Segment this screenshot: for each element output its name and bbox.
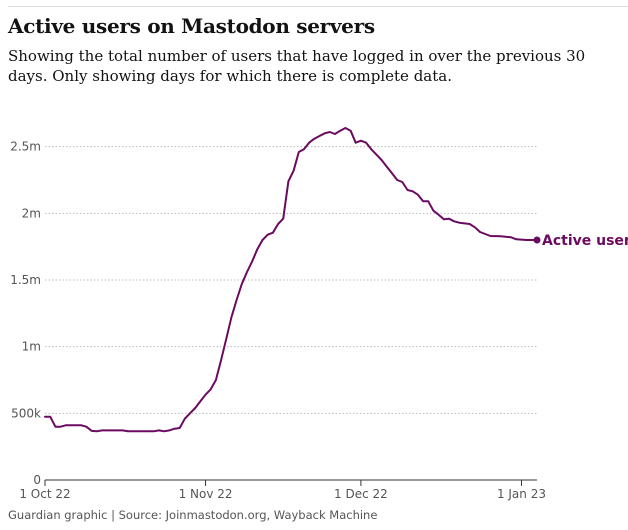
series-end-point [533, 236, 541, 244]
series-line-active-users [44, 127, 538, 433]
y-tick-label: 2.5m [10, 140, 41, 154]
grid-layer [45, 146, 537, 414]
label-layer: Active users [542, 233, 628, 249]
x-tick-label: 1 Oct 22 [19, 487, 70, 501]
x-tick-label: 1 Dec 22 [334, 487, 388, 501]
y-tick-label: 2m [22, 206, 41, 220]
y-tick-label: 1m [22, 340, 41, 354]
source-footer: Guardian graphic | Source: Joinmastodon.… [8, 508, 378, 522]
series-end-label: Active users [542, 233, 628, 249]
x-tick-label: 1 Jan 23 [497, 487, 546, 501]
y-tick-label: 500k [11, 406, 41, 420]
top-rule [8, 6, 628, 7]
axis-layer: 0 500k 1m 1.5m 2m 2.5m 1 Oct 22 1 Nov 22 1 Dec 2… [10, 140, 546, 501]
y-tick-label: 0 [33, 473, 41, 487]
chart-title: Active users on Mastodon servers [8, 14, 375, 38]
series-layer [44, 127, 541, 433]
y-tick-label: 1.5m [10, 273, 41, 287]
x-tick-label: 1 Nov 22 [179, 487, 233, 501]
chart-subtitle: Showing the total number of users that h… [8, 47, 586, 85]
